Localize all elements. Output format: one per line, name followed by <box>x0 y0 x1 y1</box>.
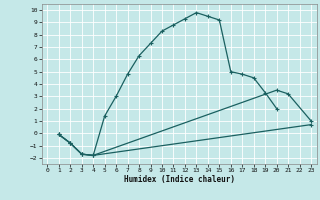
X-axis label: Humidex (Indice chaleur): Humidex (Indice chaleur) <box>124 175 235 184</box>
